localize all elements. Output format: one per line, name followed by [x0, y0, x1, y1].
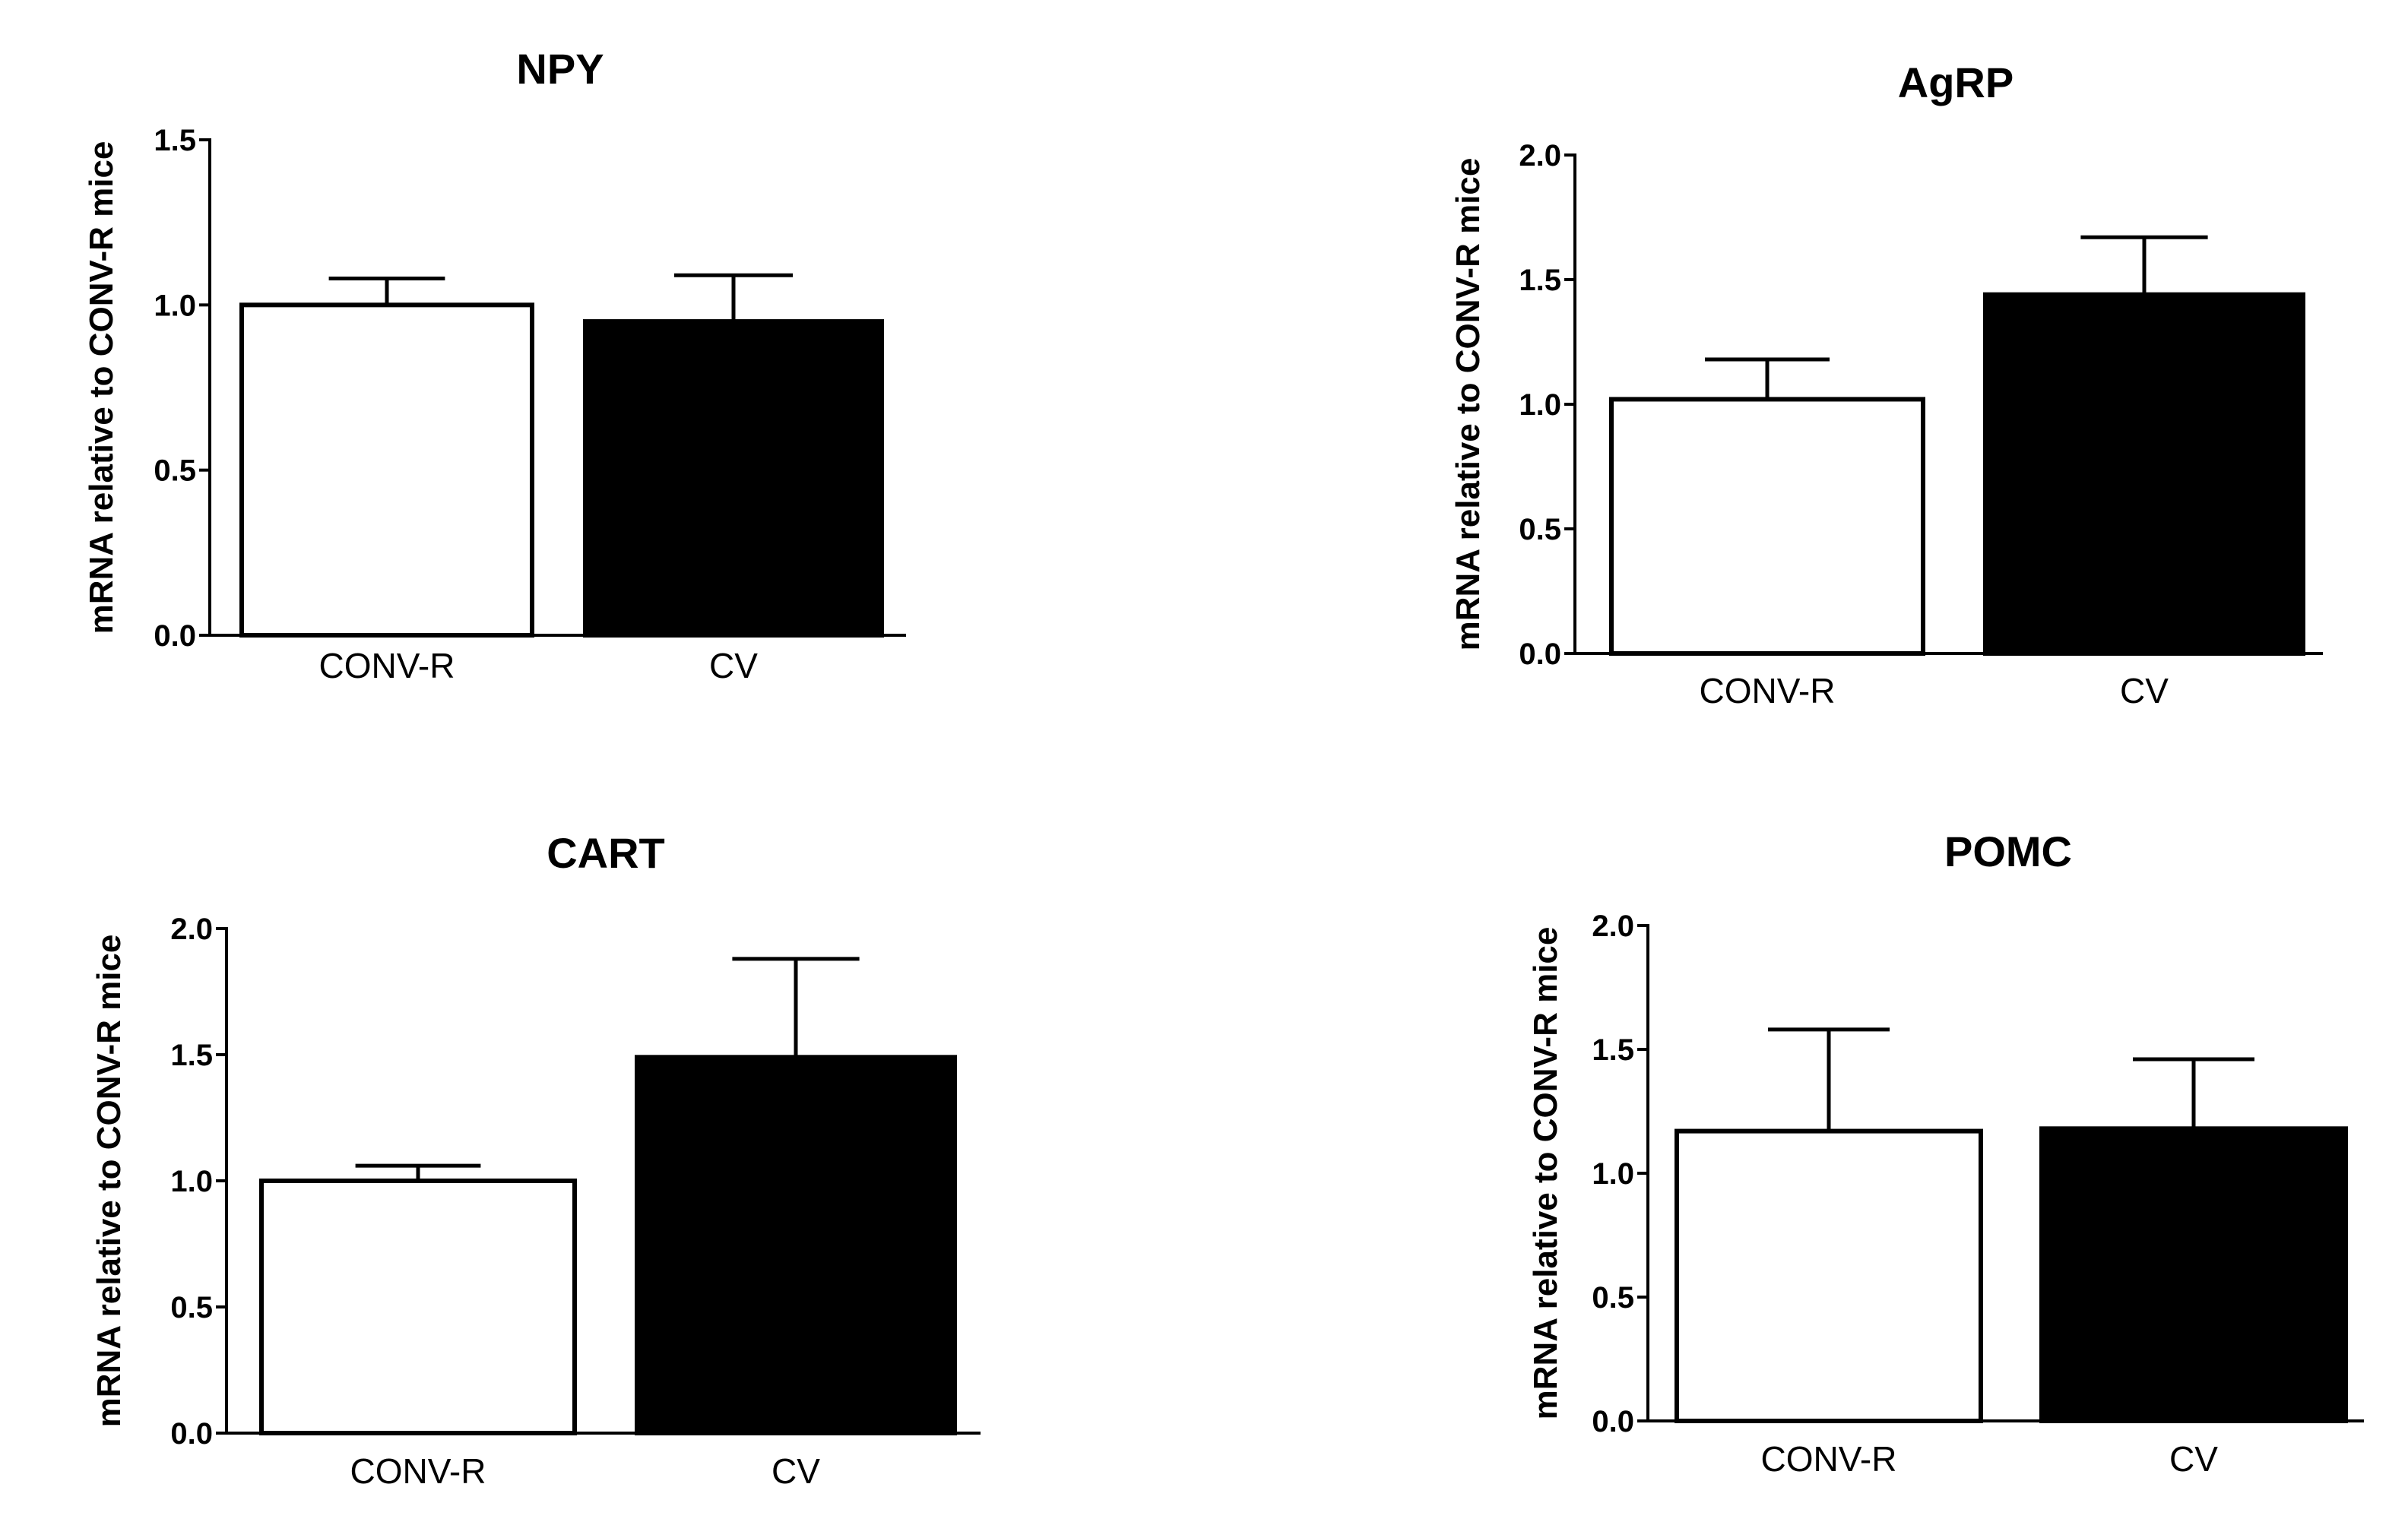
y-tick-label: 1.0: [1592, 1157, 1634, 1191]
chart-title: AgRP: [1898, 59, 2014, 106]
x-category-label: CV: [2120, 671, 2169, 710]
chart-title: CART: [547, 829, 665, 877]
y-axis-label: mRNA relative to CONV-R mice: [83, 141, 120, 634]
y-tick-label: 1.5: [1519, 264, 1561, 297]
y-tick-label: 0.0: [170, 1417, 213, 1451]
y-tick-label: 0.5: [154, 454, 196, 488]
bar-cv: [583, 319, 884, 638]
panel-agrp: AgRP mRNA relative to CONV-R mice 0.0 0.5…: [1450, 59, 2323, 710]
panel-cart: CART mRNA relative to CONV-R mice 0.0 0.5…: [90, 829, 981, 1491]
y-tick-label: 1.0: [154, 289, 196, 322]
chart-title: POMC: [1944, 827, 2072, 875]
x-category-label: CONV-R: [1761, 1439, 1897, 1479]
chart-title: NPY: [516, 45, 604, 93]
y-tick-label: 0.0: [154, 619, 196, 653]
x-category-label: CV: [709, 646, 758, 685]
y-tick-label: 0.0: [1519, 638, 1561, 671]
bar-conv-r: [1609, 397, 1925, 656]
bar-conv-r: [259, 1179, 577, 1435]
y-tick-label: 2.0: [1519, 139, 1561, 172]
y-tick-label: 0.5: [1592, 1281, 1634, 1315]
bar-cv: [1983, 292, 2305, 656]
bar-cv: [635, 1055, 957, 1435]
x-category-label: CV: [772, 1451, 820, 1491]
y-tick-label: 0.0: [1592, 1405, 1634, 1438]
y-axis-label: mRNA relative to CONV-R mice: [1527, 927, 1564, 1420]
y-tick-label: 1.0: [170, 1165, 213, 1198]
y-tick-label: 2.0: [1592, 910, 1634, 943]
y-tick-label: 1.5: [170, 1039, 213, 1072]
x-category-label: CV: [2169, 1439, 2218, 1479]
x-category-label: CONV-R: [350, 1451, 486, 1491]
y-tick-label: 2.0: [170, 913, 213, 946]
x-category-label: CONV-R: [1700, 671, 1836, 710]
panel-pomc: POMC mRNA relative to CONV-R mice 0.0 0.5…: [1527, 827, 2364, 1479]
bar-conv-r: [1675, 1128, 1983, 1423]
y-axis-label: mRNA relative to CONV-R mice: [90, 935, 128, 1428]
bar-conv-r: [239, 302, 534, 638]
y-tick-label: 0.5: [170, 1291, 213, 1324]
y-axis-label: mRNA relative to CONV-R mice: [1450, 158, 1487, 651]
panel-npy: NPY mRNA relative to CONV-R mice 0.0 0.5 1…: [83, 45, 906, 685]
y-tick-label: 1.5: [154, 124, 196, 157]
y-tick-label: 0.5: [1519, 513, 1561, 546]
y-tick-label: 1.5: [1592, 1033, 1634, 1067]
bar-cv: [2039, 1126, 2348, 1423]
x-category-label: CONV-R: [319, 646, 455, 685]
y-tick-label: 1.0: [1519, 388, 1561, 422]
